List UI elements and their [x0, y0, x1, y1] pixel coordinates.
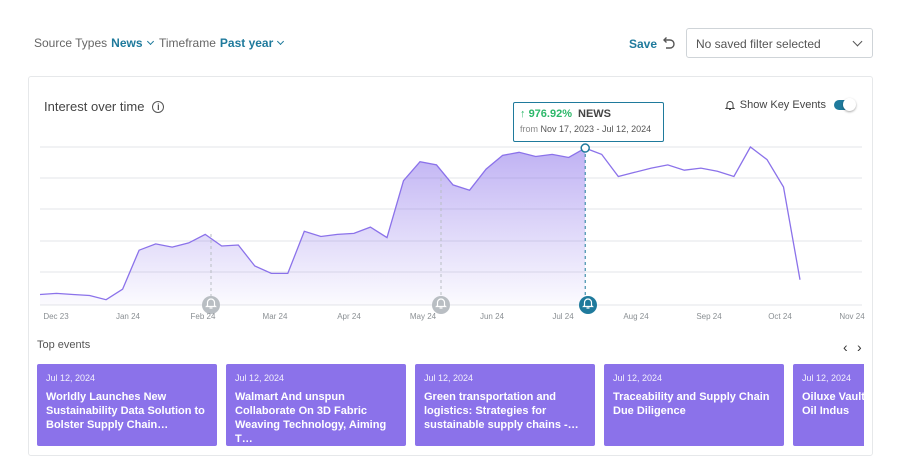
undo-icon[interactable] — [660, 35, 676, 51]
key-events-label: Show Key Events — [739, 99, 826, 111]
x-tick-label: Aug 24 — [623, 312, 649, 321]
tooltip-from-label: from — [520, 124, 538, 134]
x-tick-label: Oct 24 — [768, 312, 792, 321]
top-events-heading: Top events — [37, 339, 91, 351]
bell-icon — [435, 298, 447, 309]
event-card[interactable]: Jul 12, 2024 Oiluxe Vault: Blockchain T … — [793, 364, 864, 446]
source-types-filter[interactable]: Source Types News — [34, 36, 154, 50]
x-tick-label: Dec 23 — [43, 312, 69, 321]
key-events-toggle-group: Show Key Events — [724, 98, 856, 111]
event-date: Jul 12, 2024 — [46, 373, 96, 383]
tooltip-change: ↑ 976.92% — [520, 108, 572, 120]
key-events-toggle[interactable] — [834, 98, 856, 111]
chart-markers — [202, 143, 597, 314]
x-tick-label: Mar 24 — [263, 312, 288, 321]
area-fill — [40, 148, 586, 305]
x-tick-label: Jan 24 — [116, 312, 141, 321]
event-card[interactable]: Jul 12, 2024 Green transportation and lo… — [415, 364, 595, 446]
tooltip-change-value: 976.92% — [528, 108, 572, 120]
bell-icon — [724, 101, 735, 110]
event-date: Jul 12, 2024 — [235, 373, 285, 383]
prev-arrow-icon[interactable]: ‹ — [843, 339, 848, 355]
x-tick-label: Apr 24 — [337, 312, 361, 321]
event-date: Jul 12, 2024 — [802, 373, 852, 383]
event-title: Green transportation and logistics: Stra… — [424, 391, 579, 431]
key-event-marker[interactable] — [579, 296, 597, 314]
event-card[interactable]: Jul 12, 2024 Walmart And unspun Collabor… — [226, 364, 406, 446]
key-event-marker[interactable] — [432, 296, 450, 314]
event-card[interactable]: Jul 12, 2024 Worldly Launches New Sustai… — [37, 364, 217, 446]
bell-icon — [582, 298, 594, 309]
x-tick-label: Sep 24 — [696, 312, 722, 321]
event-date: Jul 12, 2024 — [613, 373, 663, 383]
panel-title: Interest over time i — [44, 99, 165, 114]
next-arrow-icon[interactable]: › — [857, 339, 862, 355]
filter-bar: Source Types News Timeframe Past year Sa… — [0, 0, 900, 80]
event-cards: Jul 12, 2024 Worldly Launches New Sustai… — [37, 364, 864, 446]
save-button[interactable]: Save — [629, 37, 658, 51]
event-title: Oiluxe Vault: Blockchain T the Oil Indus — [802, 391, 864, 417]
key-event-marker[interactable] — [202, 296, 220, 314]
tooltip-date-range: Nov 17, 2023 - Jul 12, 2024 — [540, 124, 652, 134]
x-tick-label: Nov 24 — [839, 312, 865, 321]
x-tick-label: Jun 24 — [480, 312, 505, 321]
info-icon[interactable]: i — [152, 100, 165, 113]
event-title: Traceability and Supply Chain Due Dilige… — [613, 391, 770, 417]
timeframe-label: Timeframe — [159, 36, 216, 50]
event-date: Jul 12, 2024 — [424, 373, 474, 383]
x-tick-label: Jul 24 — [552, 312, 574, 321]
toggle-knob — [843, 98, 856, 111]
source-types-value: News — [111, 36, 143, 50]
event-card[interactable]: Jul 12, 2024 Traceability and Supply Cha… — [604, 364, 784, 446]
x-axis-labels: Dec 23 Jan 24 Feb 24 Mar 24 Apr 24 May 24 Jun … — [43, 312, 865, 321]
panel-title-text: Interest over time — [44, 99, 145, 114]
event-title: Walmart And unspun Collaborate On 3D Fab… — [235, 391, 387, 445]
tooltip-series: NEWS — [578, 108, 611, 120]
x-tick-label: Feb 24 — [191, 312, 216, 321]
source-types-label: Source Types — [34, 36, 108, 50]
saved-filter-value: No saved filter selected — [696, 37, 821, 51]
x-tick-label: May 24 — [410, 312, 437, 321]
highlight-point[interactable] — [580, 143, 590, 153]
timeframe-value: Past year — [219, 36, 274, 50]
event-title: Worldly Launches New Sustainability Data… — [46, 391, 205, 431]
bell-icon — [205, 298, 217, 309]
saved-filter-select[interactable]: No saved filter selected — [686, 28, 873, 58]
timeframe-filter[interactable]: Timeframe Past year — [159, 36, 285, 50]
series-line — [39, 146, 801, 301]
chart-tooltip: ↑ 976.92% NEWS from Nov 17, 2023 - Jul 1… — [513, 102, 664, 142]
